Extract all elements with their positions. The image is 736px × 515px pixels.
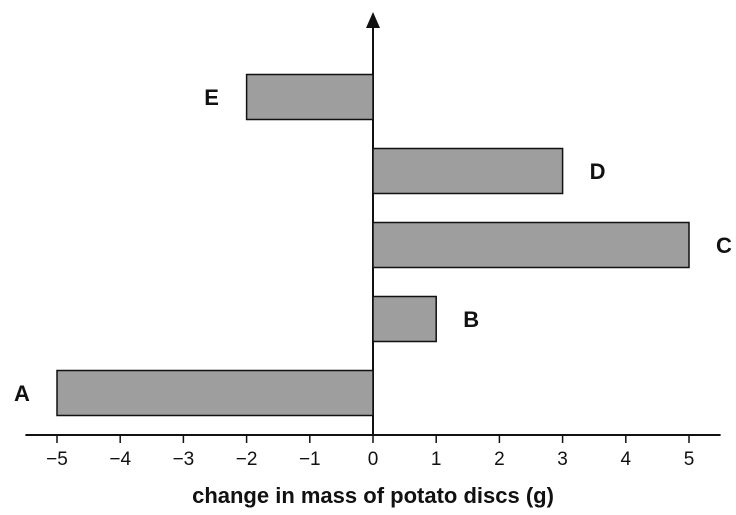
x-tick-label: 1 [431, 449, 442, 470]
x-axis-label: change in mass of potato discs (g) [192, 483, 554, 508]
category-label: E [204, 85, 219, 110]
category-label: C [716, 233, 732, 258]
bar [372, 295, 437, 343]
x-tick-label: −4 [109, 449, 131, 470]
x-tick-label: 4 [621, 449, 632, 470]
bar [245, 73, 374, 121]
category-label: D [590, 159, 606, 184]
x-tick-label: −3 [173, 449, 195, 470]
category-label: A [14, 381, 30, 406]
x-tick-label: 0 [368, 449, 379, 470]
x-tick-label: −2 [236, 449, 258, 470]
x-tick-label: 3 [557, 449, 568, 470]
x-tick-label: −1 [299, 449, 321, 470]
category-label: B [463, 307, 479, 332]
x-tick-label: −5 [46, 449, 68, 470]
bar [56, 369, 374, 417]
y-axis-arrow [366, 12, 380, 28]
bar [372, 221, 690, 269]
x-tick-label: 2 [494, 449, 505, 470]
x-tick-label: 5 [684, 449, 695, 470]
bar [372, 147, 564, 195]
